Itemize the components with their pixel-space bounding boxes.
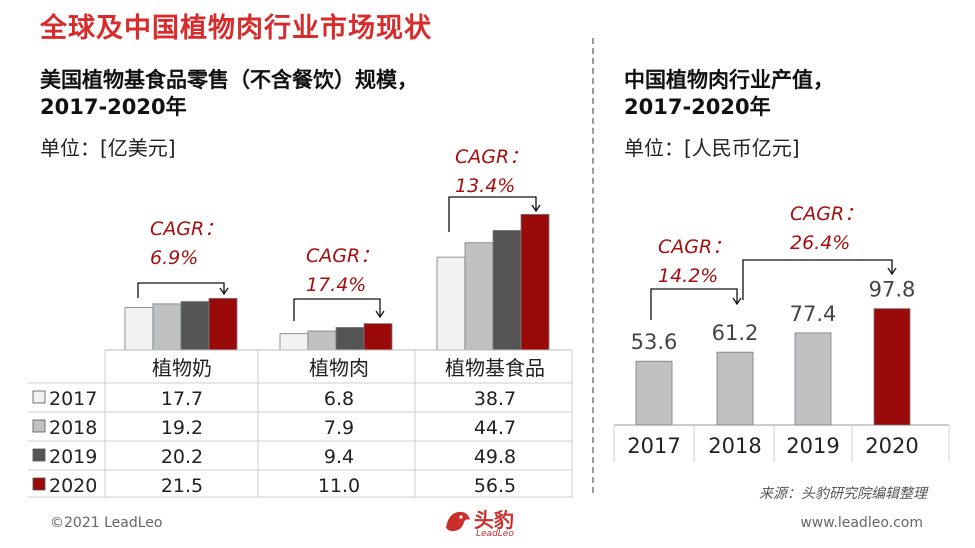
bar-2017-1 xyxy=(279,333,309,351)
right-chart-subtitle: 中国植物肉行业产值， 2017-2020年 xyxy=(624,67,834,121)
bar-2020-1 xyxy=(363,323,393,351)
legend-swatch-2019 xyxy=(32,448,46,462)
right-cagr-bracket-1 xyxy=(742,259,893,300)
legend-swatch-2018 xyxy=(32,419,46,433)
table-cell-2018-0: 19.2 xyxy=(161,417,203,439)
leadleo-logo: 头豹 LeadLeo xyxy=(440,502,540,544)
table-cell-2017-2: 38.7 xyxy=(474,388,516,410)
bar-2017-0 xyxy=(124,307,154,351)
value-label-2017: 53.6 xyxy=(631,330,678,354)
cagr-value-1: 17.4% xyxy=(306,274,366,296)
slide-title: 全球及中国植物肉行业市场现状 xyxy=(40,13,432,44)
logo-text: 头豹 xyxy=(474,508,514,532)
bar-2020-2 xyxy=(520,213,550,351)
legend-swatch-2017 xyxy=(32,390,46,404)
bar-2019-0 xyxy=(180,301,210,351)
table-header-0: 植物奶 xyxy=(152,356,212,380)
bar-2017 xyxy=(635,360,673,426)
cagr-bracket-1-arrowhead xyxy=(375,310,385,319)
logo-subtext: LeadLeo xyxy=(476,529,514,539)
table-cell-2017-0: 17.7 xyxy=(161,388,203,410)
table-cell-2018-1: 7.9 xyxy=(324,417,354,439)
left-subtitle-line1: 美国植物基食品零售（不含餐饮）规模， xyxy=(40,68,418,92)
right-subtitle-line2: 2017-2020年 xyxy=(624,95,771,119)
right-cagr-bracket-1-arrowhead xyxy=(887,267,897,276)
us-plant-based-retail-chart: CAGR： 6.9% CAGR： 17.4% CAGR： 13.4% 植物奶 植物肉 植物基食品… xyxy=(28,146,573,498)
cagr-value-0: 6.9% xyxy=(150,247,198,269)
x-tick-2019: 2019 xyxy=(786,434,839,458)
x-tick-2017: 2017 xyxy=(627,434,680,458)
table-cell-2020-1: 11.0 xyxy=(318,475,360,497)
china-plant-meat-output-chart: 53.6 2017 61.2 2018 77.4 2019 97.8 2020 CAGR： 14.… xyxy=(613,203,950,462)
table-cell-2019-2: 49.8 xyxy=(474,446,516,468)
cagr-bracket-2 xyxy=(448,196,537,232)
table-header-1: 植物肉 xyxy=(309,356,369,380)
footer-website: www.leadleo.com xyxy=(800,515,923,531)
table-cell-2019-1: 9.4 xyxy=(324,446,354,468)
bar-2020-0 xyxy=(208,297,238,351)
table-header-2: 植物基食品 xyxy=(445,356,545,380)
leopard-icon xyxy=(446,511,470,532)
right-cagr-bracket-0-arrowhead xyxy=(732,297,742,306)
bar-2018 xyxy=(716,351,754,426)
left-subtitle-line2: 2017-2020年 xyxy=(40,95,187,119)
right-cagr-label-1: CAGR： xyxy=(790,203,863,225)
cagr-bracket-0-arrowhead xyxy=(219,287,229,296)
table-cell-2017-1: 6.8 xyxy=(324,388,354,410)
right-cagr-bracket-0 xyxy=(650,288,738,320)
bar-2018-1 xyxy=(307,330,337,351)
cagr-label-1: CAGR： xyxy=(306,245,379,267)
left-unit-label: 单位：[亿美元] xyxy=(40,136,176,160)
footer-copyright: ©2021 LeadLeo xyxy=(50,515,163,531)
panel-divider xyxy=(592,38,594,493)
cagr-value-2: 13.4% xyxy=(455,175,515,197)
table-cell-2020-2: 56.5 xyxy=(474,475,516,497)
cagr-label-0: CAGR： xyxy=(150,218,223,240)
bar-2017-2 xyxy=(436,256,466,351)
bar-2020 xyxy=(873,308,911,426)
right-subtitle-line1: 中国植物肉行业产值， xyxy=(624,68,834,92)
value-label-2018: 61.2 xyxy=(712,321,759,345)
legend-label-2019: 2019 xyxy=(49,446,97,468)
cagr-bracket-0 xyxy=(137,282,225,298)
left-chart-subtitle: 美国植物基食品零售（不含餐饮）规模， 2017-2020年 xyxy=(40,67,418,121)
legend-label-2018: 2018 xyxy=(49,417,97,439)
bar-2019 xyxy=(794,332,832,426)
value-label-2019: 77.4 xyxy=(790,302,837,326)
x-tick-2020: 2020 xyxy=(865,434,918,458)
value-label-2020: 97.8 xyxy=(869,278,916,302)
cagr-label-2: CAGR： xyxy=(455,146,528,168)
table-cell-2020-0: 21.5 xyxy=(161,475,203,497)
bar-2019-1 xyxy=(335,327,365,351)
legend-label-2020: 2020 xyxy=(49,475,97,497)
table-cell-2019-0: 20.2 xyxy=(161,446,203,468)
x-tick-2018: 2018 xyxy=(708,434,761,458)
bar-2018-2 xyxy=(464,242,494,351)
bar-2019-2 xyxy=(492,230,522,351)
bar-2018-0 xyxy=(152,303,182,351)
source-note: 来源：头豹研究院编辑整理 xyxy=(759,486,927,502)
right-unit-label: 单位：[人民币亿元] xyxy=(624,136,800,160)
right-cagr-label-0: CAGR： xyxy=(658,236,731,258)
right-cagr-value-0: 14.2% xyxy=(658,265,718,287)
right-cagr-value-1: 26.4% xyxy=(790,232,850,254)
legend-swatch-2020 xyxy=(32,477,46,491)
cagr-bracket-1 xyxy=(293,298,381,321)
table-cell-2018-2: 44.7 xyxy=(474,417,516,439)
legend-label-2017: 2017 xyxy=(49,388,97,410)
cagr-bracket-2-arrowhead xyxy=(531,204,541,213)
